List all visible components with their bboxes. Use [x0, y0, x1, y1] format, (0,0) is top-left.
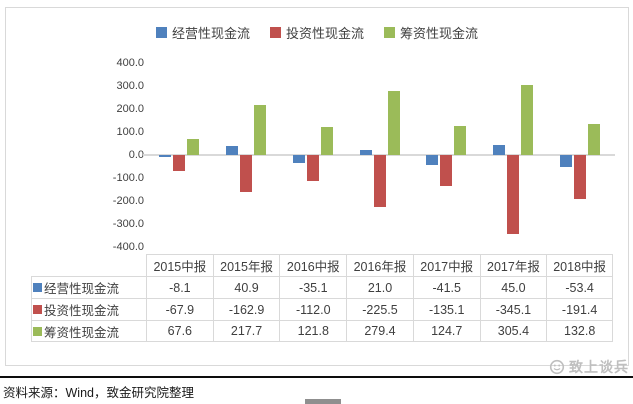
y-axis-tick-label: -300.0: [112, 218, 144, 230]
y-axis-tick-label: 200.0: [116, 103, 144, 115]
bar-series0-cat2: [292, 155, 305, 164]
table-header-cell: 2015中报: [146, 254, 213, 276]
table-value-cell: -162.9: [212, 298, 280, 320]
watermark-logo-icon: [549, 359, 565, 375]
table-value-cell: -53.4: [546, 276, 613, 298]
plot-area: [143, 63, 615, 247]
legend-swatch-icon: [269, 27, 281, 38]
table-value-cell: -191.4: [546, 298, 613, 320]
bar-series2-cat5: [520, 84, 533, 155]
table-header-cell: 2016年报: [346, 254, 413, 276]
y-axis-tick-label: -200.0: [112, 195, 144, 207]
table-corner-blank: [31, 254, 146, 276]
bar-series2-cat3: [387, 90, 400, 155]
legend-label: 筹资性现金流: [400, 26, 479, 41]
bar-series1-cat2: [306, 155, 319, 181]
table-row-label-text: 投资性现金流: [44, 304, 120, 318]
bar-series0-cat1: [226, 145, 239, 155]
chart-data-table: 2015中报 2015年报 2016中报 2016年报 2017中报 2017年报 2018…: [31, 254, 613, 342]
legend-label: 投资性现金流: [285, 26, 364, 41]
table-value-cell: -345.1: [479, 298, 547, 320]
table-value-cell: -112.0: [279, 298, 347, 320]
y-axis-tick-label: -100.0: [112, 172, 144, 184]
table-row-label-text: 经营性现金流: [44, 282, 120, 296]
table-value-cell: -41.5: [412, 276, 480, 298]
table-row-label-text: 筹资性现金流: [44, 325, 120, 340]
bar-series1-cat3: [373, 155, 386, 207]
bar-series2-cat0: [187, 139, 200, 155]
bar-series1-cat1: [240, 155, 253, 193]
table-value-cell: 124.7: [412, 320, 480, 342]
bar-series2-cat2: [320, 126, 333, 155]
legend-swatch-icon: [384, 27, 395, 38]
bar-series0-cat4: [426, 155, 439, 165]
bar-series0-cat5: [492, 144, 505, 155]
bar-series0-cat6: [559, 155, 572, 168]
table-value-cell: 132.8: [546, 320, 613, 342]
table-value-cell: 21.0: [346, 276, 413, 298]
bar-series1-cat4: [440, 155, 453, 187]
table-row-label: 筹资性现金流: [31, 320, 146, 342]
table-value-cell: -135.1: [412, 298, 480, 320]
table-row-label: 投资性现金流: [31, 298, 146, 320]
watermark: 致上谈兵: [549, 359, 629, 375]
table-row-swatch-icon: [33, 305, 42, 314]
y-axis-tick-label: 100.0: [116, 126, 144, 138]
y-axis-tick-label: 400.0: [116, 57, 144, 69]
table-row-label: 经营性现金流: [31, 276, 146, 298]
bar-series2-cat4: [454, 126, 467, 155]
table-value-cell: 121.8: [279, 320, 347, 342]
bar-series0-cat3: [359, 150, 372, 155]
table-value-cell: 45.0: [479, 276, 547, 298]
bottom-gray-bar: [305, 399, 341, 404]
bar-series1-cat6: [573, 155, 586, 200]
watermark-text: 致上谈兵: [569, 359, 629, 375]
table-value-cell: 279.4: [346, 320, 413, 342]
legend-item-2: 筹资性现金流: [384, 23, 478, 42]
table-header-cell: 2015年报: [212, 254, 280, 276]
table-value-cell: 217.7: [212, 320, 280, 342]
table-value-cell: 40.9: [212, 276, 280, 298]
y-axis-tick-label: 0.0: [128, 149, 144, 161]
source-text: 资料来源：Wind，致金研究院整理: [3, 386, 194, 400]
y-axis-tick-label: -400.0: [112, 241, 144, 253]
bar-series1-cat5: [506, 155, 519, 235]
legend-item-1: 投资性现金流: [269, 23, 364, 42]
table-row-swatch-icon: [33, 283, 42, 292]
table-row-swatch-icon: [33, 326, 42, 336]
legend-swatch-icon: [155, 27, 167, 38]
bar-series2-cat1: [254, 104, 267, 155]
separator-line: [0, 376, 633, 378]
table-header-cell: 2018中报: [546, 254, 613, 276]
table-value-cell: -67.9: [146, 298, 213, 320]
y-axis: 400.0 300.0 200.0 100.0 0.0 -100.0 -200.0 -300.…: [86, 56, 144, 254]
bar-series2-cat6: [587, 124, 600, 155]
table-value-cell: -35.1: [279, 276, 347, 298]
table-header-cell: 2016中报: [279, 254, 347, 276]
table-header-cell: 2017中报: [412, 254, 480, 276]
bar-series0-cat0: [159, 155, 172, 157]
table-value-cell: -8.1: [146, 276, 213, 298]
legend-label: 经营性现金流: [171, 26, 250, 41]
chart-legend: 经营性现金流 投资性现金流 筹资性现金流: [6, 23, 628, 42]
table-value-cell: 305.4: [479, 320, 547, 342]
table-value-cell: 67.6: [146, 320, 213, 342]
table-value-cell: -225.5: [346, 298, 413, 320]
chart-panel: 经营性现金流 投资性现金流 筹资性现金流 400.0 300.0 200.0 100.0 0…: [5, 7, 629, 366]
table-header-cell: 2017年报: [479, 254, 547, 276]
y-axis-tick-label: 300.0: [116, 80, 144, 92]
bar-series1-cat0: [173, 155, 186, 171]
legend-item-0: 经营性现金流: [155, 23, 250, 42]
